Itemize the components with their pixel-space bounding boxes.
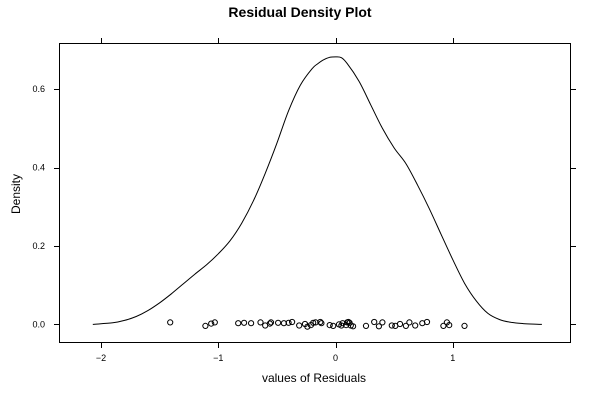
x-axis: −2 −1 0 1 <box>96 38 455 363</box>
residual-point <box>208 320 215 327</box>
residual-point <box>257 319 264 326</box>
residual-point <box>388 322 395 329</box>
chart-title: Residual Density Plot <box>228 4 371 20</box>
residual-point <box>235 320 242 327</box>
x-tick-label: 0 <box>333 353 338 363</box>
residual-point <box>266 320 273 327</box>
residual-point <box>241 319 248 326</box>
plot-frame <box>59 43 571 343</box>
residual-point <box>350 323 357 330</box>
residual-point <box>406 319 413 326</box>
residual-point <box>362 322 370 329</box>
residual-point <box>330 322 337 329</box>
residual-point <box>310 319 317 326</box>
residual-point <box>402 322 409 329</box>
residual-point <box>211 319 218 326</box>
residual-point <box>461 322 468 329</box>
y-tick-label: 0.2 <box>32 241 45 251</box>
residual-point <box>275 319 282 326</box>
y-axis-label: Density <box>9 174 23 214</box>
residual-point <box>412 322 419 329</box>
x-axis-label: values of Residuals <box>262 371 366 385</box>
residual-point <box>317 318 324 326</box>
residual-point <box>440 322 447 329</box>
y-axis: 0.0 0.2 0.4 0.6 <box>32 84 576 329</box>
residual-point <box>339 320 346 327</box>
x-tick-label: −2 <box>96 353 106 363</box>
residual-point <box>446 322 453 329</box>
residual-point <box>379 319 386 326</box>
residual-point <box>318 320 325 327</box>
residual-point <box>248 320 255 327</box>
residual-point <box>304 323 311 330</box>
x-tick-label: −1 <box>213 353 223 363</box>
residual-point <box>285 319 292 326</box>
residual-point <box>289 318 296 326</box>
residual-point <box>267 319 275 326</box>
residual-point <box>396 320 404 328</box>
residual-points <box>167 318 468 330</box>
y-tick-label: 0.0 <box>32 319 45 329</box>
residual-point <box>371 318 378 326</box>
residual-point <box>423 318 431 326</box>
density-curve <box>92 56 542 325</box>
y-tick-label: 0.6 <box>32 84 45 94</box>
residual-point <box>202 322 209 329</box>
residual-point <box>296 322 303 329</box>
residual-point <box>326 322 333 329</box>
y-tick-label: 0.4 <box>32 163 45 173</box>
x-tick-label: 1 <box>450 353 455 363</box>
residual-point <box>167 319 174 326</box>
residual-point <box>375 323 382 330</box>
